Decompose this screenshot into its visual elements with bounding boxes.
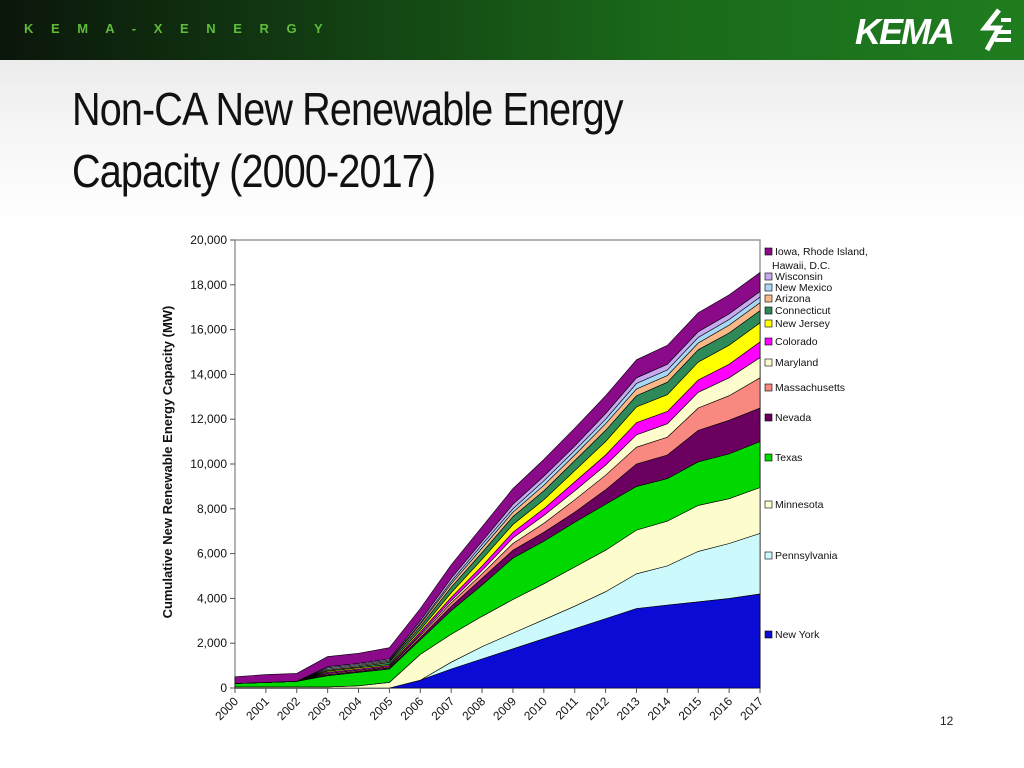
- header-bar: K E M A - X E N E R G Y KEMA: [0, 0, 1024, 60]
- title-line-1: Non-CA New Renewable Energy: [72, 83, 624, 135]
- legend-swatch: [764, 453, 773, 462]
- page-number: 12: [940, 714, 954, 728]
- legend-swatch: [764, 413, 773, 422]
- y-tick-label: 20,000: [190, 233, 227, 247]
- legend-label: Maryland: [775, 357, 818, 369]
- legend-swatch: [764, 294, 773, 303]
- kema-logo: KEMA: [855, 6, 1015, 54]
- y-tick-label: 6,000: [197, 547, 227, 561]
- y-tick-label: 8,000: [197, 502, 227, 516]
- legend-label: Massachusetts: [775, 382, 845, 394]
- title-line-2: Capacity (2000-2017): [72, 145, 436, 197]
- logo-wordmark: KEMA: [855, 11, 955, 52]
- x-tick-label: 2013: [614, 694, 643, 723]
- legend-swatch: [764, 247, 773, 256]
- y-tick-label: 16,000: [190, 323, 227, 337]
- legend-swatch: [764, 337, 773, 346]
- y-tick-label: 2,000: [197, 636, 227, 650]
- y-tick-label: 14,000: [190, 367, 227, 381]
- y-tick-label: 0: [220, 681, 227, 695]
- legend-swatch: [764, 551, 773, 560]
- legend-label: Nevada: [775, 412, 811, 424]
- x-tick-label: 2014: [645, 694, 674, 723]
- x-tick-label: 2003: [305, 694, 334, 723]
- legend-label: Texas: [775, 452, 802, 464]
- x-tick-label: 2000: [212, 694, 241, 723]
- legend-label: Connecticut: [775, 305, 831, 317]
- x-tick-label: 2016: [706, 694, 735, 723]
- legend-swatch: [764, 319, 773, 328]
- x-tick-label: 2005: [367, 694, 396, 723]
- y-tick-label: 12,000: [190, 412, 227, 426]
- x-tick-label: 2004: [336, 694, 365, 723]
- legend-label: Colorado: [775, 336, 818, 348]
- legend-swatch: [764, 500, 773, 509]
- legend-label: Pennsylvania: [775, 550, 838, 562]
- legend-swatch: [764, 283, 773, 292]
- x-tick-label: 2009: [490, 694, 519, 723]
- x-tick-label: 2001: [243, 694, 272, 723]
- legend-label: New Jersey: [775, 318, 831, 330]
- legend-label: New York: [775, 629, 820, 641]
- brand-text: K E M A - X E N E R G Y: [24, 21, 330, 36]
- legend-label: Iowa, Rhode Island, Hawaii, D.C.: [772, 246, 868, 272]
- legend-swatch: [764, 358, 773, 367]
- x-tick-label: 2017: [737, 694, 766, 723]
- legend-label: Arizona: [775, 293, 811, 305]
- x-tick-label: 2010: [521, 694, 550, 723]
- x-tick-label: 2002: [274, 694, 303, 723]
- y-tick-label: 4,000: [197, 591, 227, 605]
- legend-label-line: Iowa, Rhode Island,: [775, 246, 868, 258]
- legend-swatch: [764, 630, 773, 639]
- logo-icon: [979, 8, 1011, 52]
- y-tick-label: 10,000: [190, 457, 227, 471]
- x-tick-label: 2008: [459, 694, 488, 723]
- legend-label-line: Hawaii, D.C.: [772, 260, 830, 272]
- legend-label: Wisconsin: [775, 271, 823, 283]
- legend-label: New Mexico: [775, 282, 832, 294]
- legend-label: Minnesota: [775, 499, 824, 511]
- x-tick-label: 2007: [429, 694, 458, 723]
- x-tick-label: 2012: [583, 694, 612, 723]
- x-tick-label: 2006: [398, 694, 427, 723]
- x-tick-label: 2015: [676, 694, 705, 723]
- legend-swatch: [764, 383, 773, 392]
- slide-title: Non-CA New Renewable Energy Capacity (20…: [72, 78, 726, 202]
- y-tick-label: 18,000: [190, 278, 227, 292]
- x-tick-label: 2011: [553, 694, 581, 722]
- legend-swatch: [764, 306, 773, 315]
- area-series-iowa-rhode-island-hawaii-d-c: [234, 271, 761, 684]
- y-axis-title: Cumulative New Renewable Energy Capacity…: [160, 306, 175, 619]
- legend-swatch: [764, 272, 773, 281]
